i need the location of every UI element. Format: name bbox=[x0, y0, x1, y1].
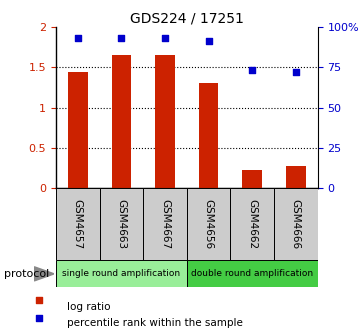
Text: GSM4662: GSM4662 bbox=[247, 199, 257, 249]
Text: GSM4667: GSM4667 bbox=[160, 199, 170, 249]
Text: GSM4657: GSM4657 bbox=[73, 199, 83, 249]
Bar bbox=[155, 55, 175, 188]
Point bbox=[293, 69, 299, 75]
Text: GSM4663: GSM4663 bbox=[116, 199, 126, 249]
Text: percentile rank within the sample: percentile rank within the sample bbox=[67, 318, 243, 328]
Polygon shape bbox=[34, 267, 54, 281]
Text: GSM4666: GSM4666 bbox=[291, 199, 301, 249]
Bar bbox=[274, 188, 318, 260]
Bar bbox=[187, 188, 230, 260]
Bar bbox=[199, 83, 218, 188]
Bar bbox=[56, 188, 100, 260]
Bar bbox=[56, 260, 187, 287]
Point bbox=[249, 68, 255, 73]
Text: log ratio: log ratio bbox=[67, 302, 110, 312]
Point bbox=[118, 36, 124, 41]
Title: GDS224 / 17251: GDS224 / 17251 bbox=[130, 12, 244, 26]
Point bbox=[36, 298, 42, 303]
Bar bbox=[230, 188, 274, 260]
Text: protocol: protocol bbox=[4, 269, 49, 279]
Bar bbox=[112, 55, 131, 188]
Bar bbox=[100, 188, 143, 260]
Bar bbox=[143, 188, 187, 260]
Text: double round amplification: double round amplification bbox=[191, 269, 313, 278]
Point bbox=[162, 36, 168, 41]
Point bbox=[206, 39, 212, 44]
Text: single round amplification: single round amplification bbox=[62, 269, 180, 278]
Bar bbox=[68, 72, 88, 188]
Bar bbox=[286, 166, 306, 188]
Bar bbox=[243, 170, 262, 188]
Point bbox=[36, 315, 42, 321]
Point bbox=[75, 36, 81, 41]
Bar bbox=[187, 260, 318, 287]
Text: GSM4656: GSM4656 bbox=[204, 199, 214, 249]
